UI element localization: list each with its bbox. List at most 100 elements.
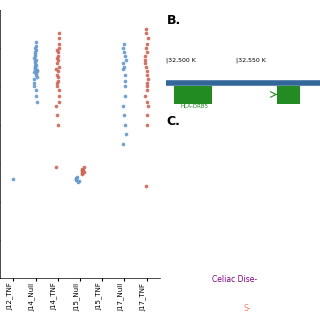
Point <box>55 55 60 60</box>
Point <box>56 42 61 47</box>
Point <box>144 68 149 74</box>
Point <box>81 165 86 170</box>
Point <box>33 44 38 49</box>
Point <box>76 178 81 183</box>
Point <box>120 103 125 108</box>
Point <box>34 68 39 73</box>
Point <box>145 103 150 108</box>
Point <box>144 42 149 47</box>
Point <box>121 141 126 147</box>
Point <box>32 55 37 60</box>
Point <box>54 103 59 108</box>
Point <box>54 47 59 52</box>
Point <box>80 167 85 172</box>
Point <box>33 57 38 62</box>
Point <box>32 76 37 81</box>
Point <box>32 65 37 70</box>
Point <box>32 66 37 71</box>
Point <box>123 57 128 62</box>
Point <box>144 72 149 77</box>
Point <box>123 93 128 99</box>
Text: B.: B. <box>166 14 181 27</box>
Point <box>123 84 128 89</box>
Point <box>34 93 39 99</box>
Point <box>32 64 37 69</box>
Point <box>121 42 126 47</box>
Point <box>74 174 79 180</box>
Point <box>55 53 60 58</box>
Point <box>56 122 61 127</box>
Point <box>34 74 39 79</box>
Text: HLA-DRB5: HLA-DRB5 <box>180 104 208 109</box>
Point <box>143 30 148 35</box>
Point <box>145 122 150 127</box>
Point <box>10 176 15 181</box>
Point <box>79 171 84 176</box>
Point <box>54 72 59 77</box>
Point <box>54 113 59 118</box>
Point <box>57 99 62 104</box>
Point <box>33 88 38 93</box>
Point <box>144 45 149 51</box>
Point <box>32 84 37 89</box>
Point <box>145 49 150 54</box>
Point <box>33 49 38 54</box>
Point <box>122 65 127 70</box>
Point <box>124 132 129 137</box>
Point <box>145 76 150 81</box>
Point <box>144 80 149 85</box>
Point <box>54 67 59 72</box>
Point <box>123 122 128 127</box>
Point <box>121 61 126 66</box>
Point <box>57 93 62 99</box>
Point <box>55 49 60 54</box>
Point <box>56 88 61 93</box>
Point <box>144 99 149 104</box>
Point <box>57 45 62 51</box>
Point <box>79 166 84 171</box>
Point <box>144 65 149 70</box>
Point <box>34 47 39 52</box>
Point <box>121 67 126 72</box>
Text: S-: S- <box>243 304 251 313</box>
Point <box>123 78 128 83</box>
Point <box>55 68 60 74</box>
Point <box>54 61 60 66</box>
Point <box>143 57 148 62</box>
Point <box>79 168 84 173</box>
Point <box>145 113 150 118</box>
Point <box>33 63 38 68</box>
Point <box>54 80 59 85</box>
Point <box>54 164 59 170</box>
Point <box>80 169 85 174</box>
Point <box>121 49 126 54</box>
Point <box>81 170 86 175</box>
Point <box>33 61 38 66</box>
Point <box>74 176 79 181</box>
Text: |32,550 K: |32,550 K <box>236 58 265 63</box>
Point <box>74 178 79 183</box>
Point <box>143 93 148 99</box>
Point <box>123 72 128 77</box>
Text: Celiac Dise-: Celiac Dise- <box>212 275 258 284</box>
Point <box>55 74 60 79</box>
Point <box>121 113 126 118</box>
Point <box>31 69 36 75</box>
Point <box>143 53 148 58</box>
Point <box>34 99 39 104</box>
Text: C.: C. <box>166 115 180 128</box>
Point <box>144 184 149 189</box>
Point <box>73 176 78 181</box>
Point <box>57 65 62 70</box>
Point <box>121 45 126 51</box>
Point <box>56 30 61 35</box>
Point <box>56 57 61 62</box>
Point <box>143 61 148 66</box>
Point <box>35 68 40 74</box>
Point <box>32 53 37 58</box>
Point <box>56 78 61 83</box>
Point <box>34 70 39 76</box>
Point <box>80 172 85 177</box>
Point <box>33 40 38 45</box>
Point <box>57 36 62 41</box>
